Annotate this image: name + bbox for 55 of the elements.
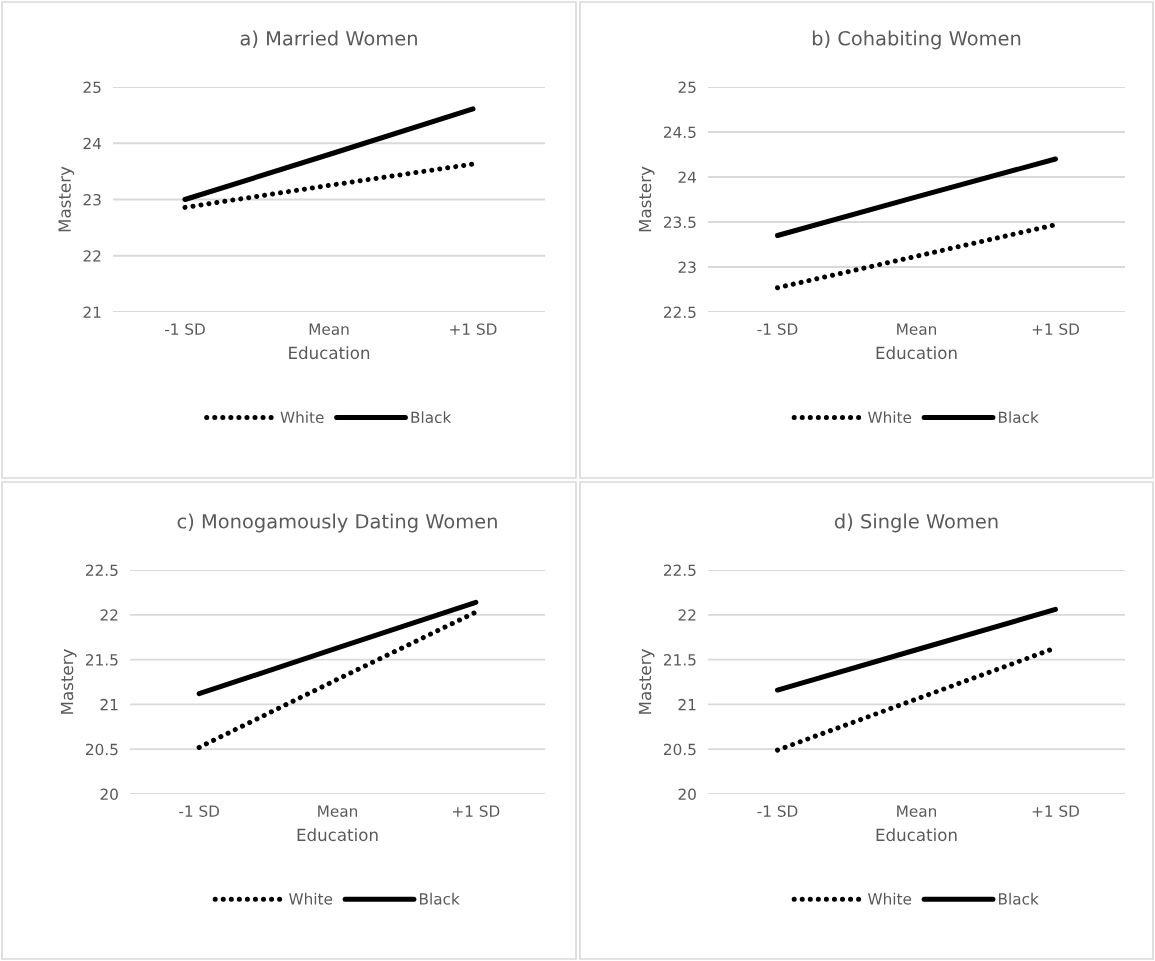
x-axis-title: Education: [876, 346, 957, 360]
x-tick-label: -1 SD: [757, 805, 798, 817]
legend-label: White: [280, 411, 324, 424]
y-tick-label: 22.5: [663, 306, 696, 319]
x-tick-label: Mean: [309, 323, 349, 335]
y-tick-label: 20: [100, 788, 118, 801]
y-tick-label: 21.5: [85, 654, 118, 666]
legend-label: Black: [998, 411, 1039, 424]
y-tick-label: 21: [100, 698, 118, 711]
y-tick-label: 22.5: [663, 564, 696, 577]
x-axis-title: Education: [289, 346, 370, 360]
y-tick-label: 24: [678, 171, 697, 183]
x-tick-label: Mean: [897, 323, 937, 335]
x-axis-title: Education: [876, 828, 957, 842]
y-tick-label: 22.5: [85, 564, 118, 577]
x-tick-label: Mean: [318, 805, 358, 817]
y-tick-label: 20: [678, 788, 696, 801]
y-axis-title: Mastery: [638, 166, 655, 232]
x-tick-label: +1 SD: [1032, 323, 1080, 335]
y-axis-title: Mastery: [60, 649, 77, 714]
y-axis-title: Mastery: [58, 166, 75, 232]
y-tick-label: 20.5: [663, 743, 696, 756]
y-tick-label: 21: [83, 306, 101, 318]
y-tick-label: 23: [83, 193, 101, 206]
y-tick-label: 23: [678, 261, 696, 274]
legend-label: Black: [411, 411, 452, 424]
x-tick-label: +1 SD: [453, 805, 500, 817]
y-tick-label: 20.5: [85, 743, 118, 756]
x-tick-label: Mean: [897, 805, 937, 817]
chart-title: a) Married Women: [240, 30, 417, 48]
legend-label: Black: [419, 892, 460, 905]
x-tick-label: +1 SD: [1032, 805, 1080, 817]
legend-label: White: [868, 892, 912, 905]
x-axis-title: Education: [297, 828, 378, 842]
y-tick-label: 22: [678, 609, 696, 621]
chart-title: b) Cohabiting Women: [812, 30, 1021, 50]
x-tick-label: +1 SD: [450, 323, 497, 335]
y-tick-label: 21.5: [663, 654, 696, 666]
legend-label: Black: [998, 892, 1039, 905]
y-tick-label: 25: [83, 81, 101, 94]
y-tick-label: 24.5: [663, 126, 696, 139]
legend-label: White: [868, 411, 912, 424]
y-tick-label: 25: [678, 81, 696, 94]
x-tick-label: -1 SD: [179, 805, 220, 817]
x-tick-label: -1 SD: [164, 323, 205, 335]
x-tick-label: -1 SD: [757, 323, 798, 335]
y-tick-label: 21: [678, 698, 696, 711]
y-tick-label: 22: [100, 609, 118, 621]
y-axis-title: Mastery: [638, 649, 655, 714]
y-tick-label: 23.5: [663, 216, 696, 229]
y-tick-label: 22: [83, 250, 101, 262]
legend-label: White: [289, 892, 333, 905]
chart-title: d) Single Women: [834, 513, 998, 533]
y-tick-label: 24: [83, 137, 102, 150]
chart-title: c) Monogamously Dating Women: [177, 513, 497, 533]
